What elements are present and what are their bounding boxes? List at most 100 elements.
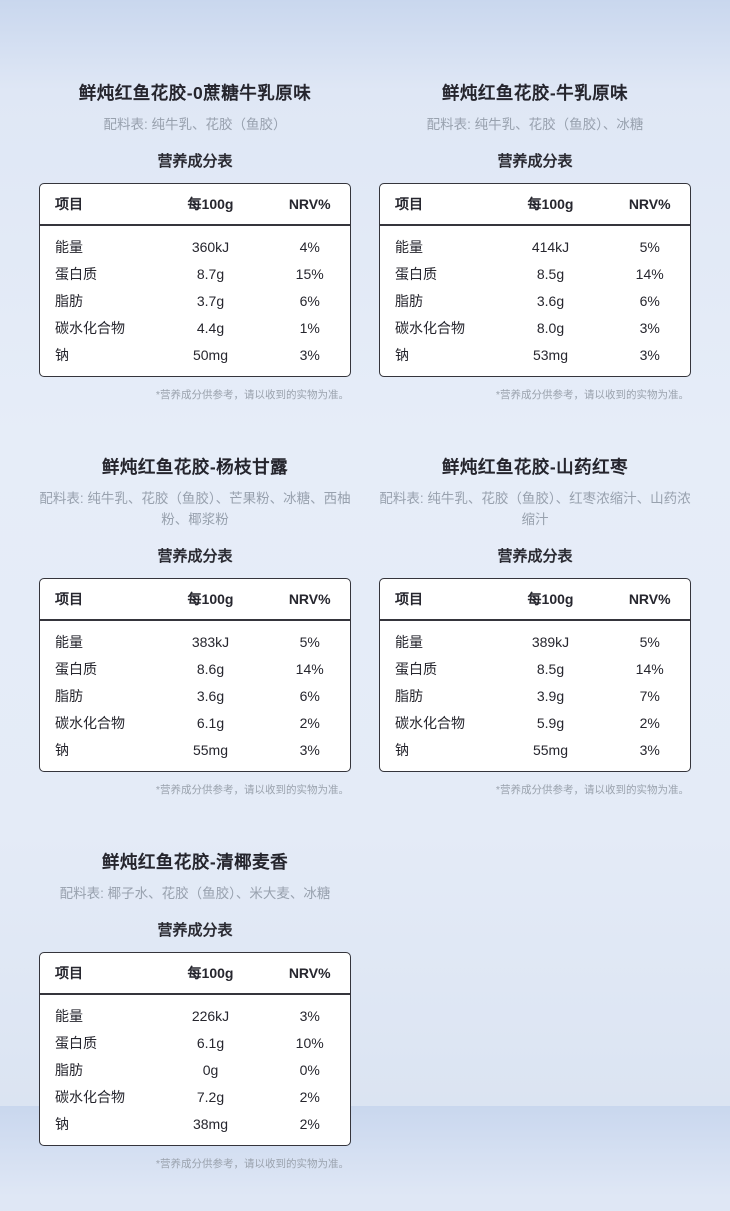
table-header-row: 项目 每100g NRV% xyxy=(40,953,350,995)
cell-item: 能量 xyxy=(395,238,423,255)
cell-nrv: 5% xyxy=(639,633,660,650)
ingredients-label: 配料表: xyxy=(379,490,424,506)
ingredients-text: 纯牛乳、花胶（鱼胶）、红枣浓缩汁、山药浓缩汁 xyxy=(427,490,691,527)
cell-per100g: 8.7g xyxy=(196,265,225,282)
cell-nrv: 14% xyxy=(295,660,324,677)
cell-nrv: 2% xyxy=(299,1088,320,1105)
cell-per100g: 6.1g xyxy=(196,1034,225,1051)
product-title: 鲜炖红鱼花胶-0蔗糖牛乳原味 xyxy=(78,83,312,103)
cell-per100g: 4.4g xyxy=(196,319,225,336)
cell-item: 钠 xyxy=(55,1115,69,1132)
cell-item: 碳水化合物 xyxy=(55,714,125,731)
cell-nrv: 2% xyxy=(299,1115,320,1132)
ingredients-text: 纯牛乳、花胶（鱼胶）、芒果粉、冰糖、西柚粉、椰浆粉 xyxy=(87,490,351,527)
table-row: 碳水化合物 5.9g 2% xyxy=(380,709,690,736)
cell-nrv: 14% xyxy=(635,660,664,677)
col-item: 项目 xyxy=(40,579,152,621)
table-row: 钠 55mg 3% xyxy=(380,736,690,771)
cell-per100g: 383kJ xyxy=(191,633,230,650)
table-row: 能量 389kJ 5% xyxy=(380,621,690,656)
cell-nrv: 1% xyxy=(299,319,320,336)
cell-item: 脂肪 xyxy=(55,1061,83,1078)
product-title: 鲜炖红鱼花胶-杨枝甘露 xyxy=(101,456,289,477)
table-row: 钠 53mg 3% xyxy=(380,341,690,376)
table-row: 碳水化合物 8.0g 3% xyxy=(380,314,690,341)
cell-item: 钠 xyxy=(55,741,69,758)
table-row: 能量 226kJ 3% xyxy=(40,995,350,1030)
cell-item: 钠 xyxy=(55,346,69,363)
cell-item: 能量 xyxy=(55,1007,83,1024)
cell-item: 蛋白质 xyxy=(395,265,437,282)
cell-item: 碳水化合物 xyxy=(395,714,465,731)
table-row: 脂肪 3.7g 6% xyxy=(40,287,350,314)
cell-per100g: 360kJ xyxy=(191,238,230,255)
cell-per100g: 414kJ xyxy=(531,238,570,255)
col-item: 项目 xyxy=(380,579,492,621)
cell-nrv: 3% xyxy=(299,741,320,758)
cell-nrv: 5% xyxy=(299,633,320,650)
nutrition-table-title: 营养成分表 xyxy=(157,152,233,170)
cell-nrv: 2% xyxy=(639,714,660,731)
cell-item: 蛋白质 xyxy=(55,265,97,282)
cell-item: 碳水化合物 xyxy=(395,319,465,336)
cell-nrv: 3% xyxy=(639,346,660,363)
table-header-row: 项目 每100g NRV% xyxy=(40,184,350,226)
nutrition-table: 项目 每100g NRV% 能量 389kJ 5% 蛋白质 8.5g 14% 脂… xyxy=(379,577,691,772)
ingredients-line: 配料表: 纯牛乳、花胶（鱼胶）、芒果粉、冰糖、西柚粉、椰浆粉 xyxy=(39,489,351,531)
cell-item: 脂肪 xyxy=(55,687,83,704)
nutrition-table: 项目 每100g NRV% 能量 414kJ 5% 蛋白质 8.5g 14% 脂… xyxy=(379,182,691,377)
col-per100g: 每100g xyxy=(151,579,270,621)
col-per100g: 每100g xyxy=(491,184,610,226)
product-title: 鲜炖红鱼花胶-清椰麦香 xyxy=(101,851,289,872)
cell-item: 碳水化合物 xyxy=(55,1088,125,1105)
nutrition-table-title: 营养成分表 xyxy=(157,547,233,565)
cell-nrv: 4% xyxy=(299,238,320,255)
table-row: 蛋白质 8.5g 14% xyxy=(380,260,690,287)
table-row: 能量 383kJ 5% xyxy=(40,621,350,656)
table-row: 钠 38mg 2% xyxy=(40,1110,350,1145)
cell-item: 蛋白质 xyxy=(55,1034,97,1051)
ingredients-line: 配料表: 椰子水、花胶（鱼胶）、米大麦、冰糖 xyxy=(39,884,351,905)
cell-item: 能量 xyxy=(395,633,423,650)
cell-nrv: 10% xyxy=(295,1034,324,1051)
cell-per100g: 3.6g xyxy=(536,292,565,309)
table-row: 脂肪 3.6g 6% xyxy=(40,682,350,709)
cell-per100g: 8.6g xyxy=(196,660,225,677)
table-row: 脂肪 3.9g 7% xyxy=(380,682,690,709)
cell-item: 钠 xyxy=(395,346,409,363)
cell-nrv: 6% xyxy=(299,292,320,309)
table-header-row: 项目 每100g NRV% xyxy=(40,579,350,621)
nutrition-table: 项目 每100g NRV% 能量 360kJ 4% 蛋白质 8.7g 15% 脂… xyxy=(39,182,351,377)
nutrition-table-title: 营养成分表 xyxy=(497,547,573,565)
product-card-yangzhi-ganlu: 鲜炖红鱼花胶-杨枝甘露 配料表: 纯牛乳、花胶（鱼胶）、芒果粉、冰糖、西柚粉、椰… xyxy=(39,454,351,797)
cell-per100g: 53mg xyxy=(532,346,568,363)
cell-item: 蛋白质 xyxy=(55,660,97,677)
cell-item: 能量 xyxy=(55,238,83,255)
product-card-yam-red-date: 鲜炖红鱼花胶-山药红枣 配料表: 纯牛乳、花胶（鱼胶）、红枣浓缩汁、山药浓缩汁 … xyxy=(379,454,691,797)
table-row: 碳水化合物 6.1g 2% xyxy=(40,709,350,736)
col-nrv: NRV% xyxy=(269,579,350,621)
nutrition-table: 项目 每100g NRV% 能量 226kJ 3% 蛋白质 6.1g 10% 脂… xyxy=(39,951,351,1146)
cell-nrv: 3% xyxy=(639,741,660,758)
col-item: 项目 xyxy=(40,184,152,226)
cell-nrv: 15% xyxy=(295,265,324,282)
cell-nrv: 6% xyxy=(639,292,660,309)
cell-nrv: 5% xyxy=(639,238,660,255)
table-row: 脂肪 3.6g 6% xyxy=(380,287,690,314)
table-row: 钠 50mg 3% xyxy=(40,341,350,376)
col-item: 项目 xyxy=(380,184,492,226)
footnote: *营养成分供参考，请以收到的实物为准。 xyxy=(495,783,689,796)
cell-item: 碳水化合物 xyxy=(55,319,125,336)
footnote: *营养成分供参考，请以收到的实物为准。 xyxy=(495,388,689,401)
footnote: *营养成分供参考，请以收到的实物为准。 xyxy=(155,388,349,401)
table-row: 能量 360kJ 4% xyxy=(40,226,350,261)
footnote: *营养成分供参考，请以收到的实物为准。 xyxy=(155,1157,349,1170)
ingredients-label: 配料表: xyxy=(59,885,104,901)
table-header-row: 项目 每100g NRV% xyxy=(380,579,690,621)
ingredients-line: 配料表: 纯牛乳、花胶（鱼胶）、红枣浓缩汁、山药浓缩汁 xyxy=(379,489,691,531)
cell-per100g: 3.7g xyxy=(196,292,225,309)
product-title: 鲜炖红鱼花胶-牛乳原味 xyxy=(441,83,629,103)
cell-item: 脂肪 xyxy=(395,292,423,309)
col-nrv: NRV% xyxy=(269,953,350,995)
